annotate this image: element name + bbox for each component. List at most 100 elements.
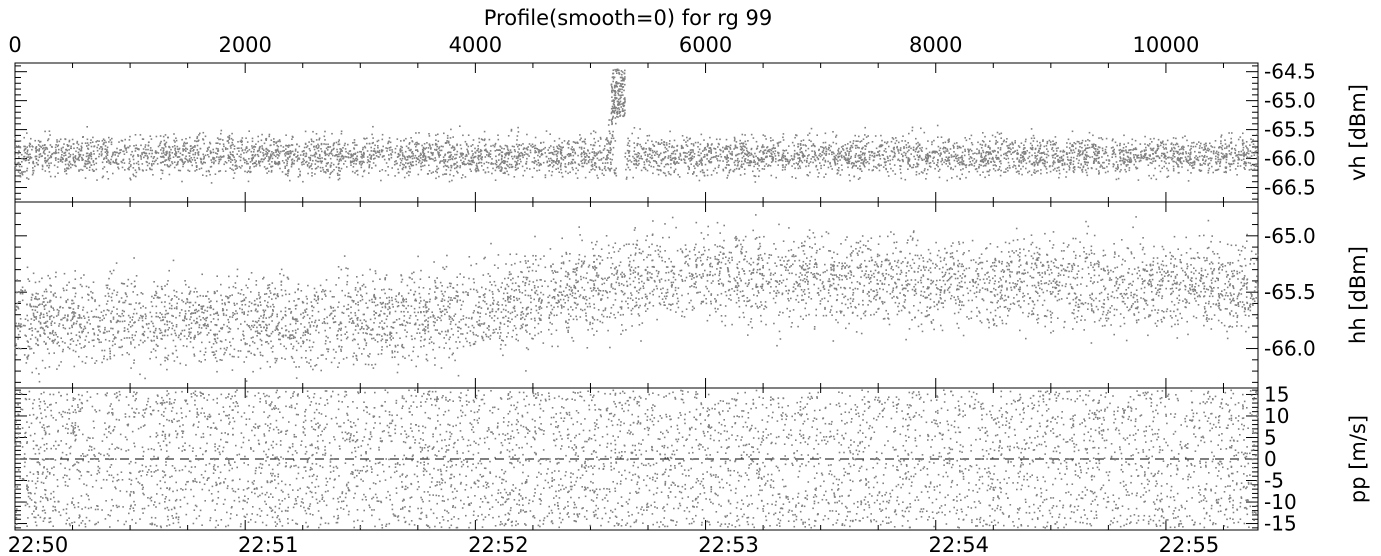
data-point [390,154,393,156]
data-point [502,162,505,164]
data-point [1102,161,1104,164]
data-point [606,156,608,159]
data-point [1159,144,1162,147]
data-point [222,150,225,152]
data-point [873,165,875,168]
data-point [486,166,489,169]
data-point [968,149,970,151]
data-point [566,154,569,156]
data-point [995,139,997,142]
data-point [965,166,967,169]
data-point [765,138,767,140]
data-point [446,161,449,163]
data-point [1245,154,1247,156]
data-point [161,172,164,175]
data-point [1034,155,1036,157]
data-point [1255,163,1257,165]
data-point [1063,150,1066,153]
data-point [344,148,347,150]
data-point [1061,164,1064,167]
data-point [961,173,963,176]
data-point [104,145,107,147]
data-point [725,167,727,169]
data-point [1254,145,1256,148]
data-point [1024,140,1027,143]
data-point [326,149,329,151]
data-point [701,169,704,171]
data-point [338,143,341,146]
data-point [191,164,193,167]
data-point [125,151,128,153]
data-point [430,172,433,174]
data-point [982,149,984,152]
data-point [1170,149,1172,152]
data-point [520,160,522,163]
data-point [1039,157,1042,159]
data-point [706,142,709,145]
data-point [522,148,525,151]
data-point [142,151,145,154]
data-point [70,147,72,150]
data-point [249,161,252,163]
data-point [1031,148,1034,151]
data-point [401,157,404,160]
data-point [549,133,551,135]
data-point [522,156,524,159]
data-point [1031,154,1033,157]
data-point [940,153,942,155]
data-point [500,162,502,165]
data-point [84,165,87,168]
data-point [1189,156,1191,158]
data-point [399,148,402,150]
data-point [492,144,494,147]
data-point [1247,152,1250,155]
data-point [749,160,751,162]
data-point [268,158,271,161]
data-point [1003,153,1005,156]
data-point [944,152,946,154]
data-point [577,154,579,157]
data-point [1225,161,1228,164]
data-point [1237,165,1239,167]
data-point [1033,165,1036,167]
data-point [686,155,688,158]
data-point [235,160,237,162]
data-point [232,177,235,179]
data-point [179,152,182,155]
data-point [298,158,301,160]
data-point [918,156,920,159]
data-point [761,168,764,170]
data-point [348,150,351,153]
data-point [68,139,71,142]
data-point [291,138,293,140]
data-point [403,176,406,179]
data-point [1173,156,1176,158]
data-point [403,164,405,166]
data-point [1052,143,1054,146]
data-point [436,168,438,171]
data-point [824,132,827,135]
data-point [297,151,299,153]
data-point [964,164,967,167]
data-point [132,158,135,161]
data-point [1225,147,1228,149]
data-point [1175,137,1177,140]
data-point [1028,170,1031,173]
data-point [241,137,244,139]
data-point [675,157,677,160]
data-point [802,153,804,155]
data-point [445,165,448,167]
data-point [354,153,356,155]
data-point [310,154,312,157]
data-point [263,149,265,151]
data-point [338,155,340,158]
data-point [381,169,384,171]
data-point [315,133,318,135]
data-point [754,152,756,155]
data-point [1111,153,1114,156]
data-point [847,157,849,160]
data-point [555,162,557,164]
data-point [87,148,90,150]
data-point [828,147,830,149]
data-point [606,162,609,164]
